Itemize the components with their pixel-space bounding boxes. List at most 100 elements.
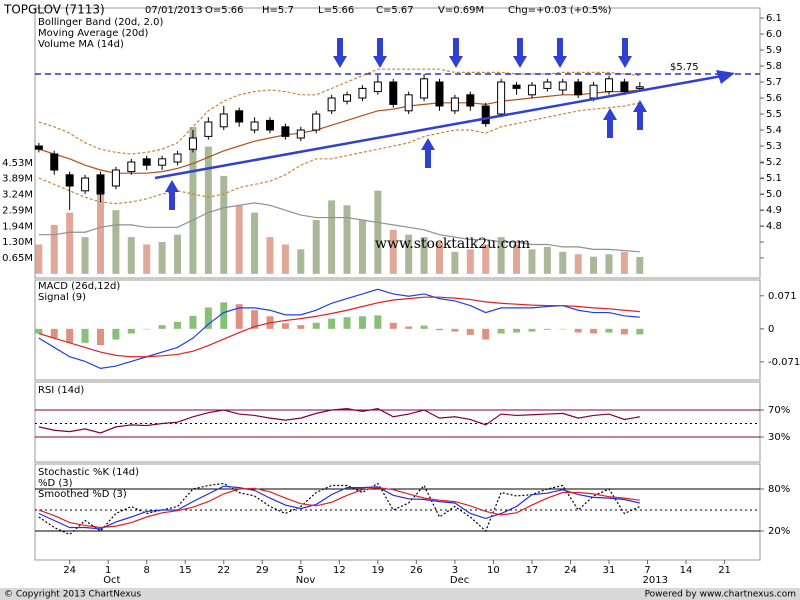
y-tick-label: 1.94M (2, 221, 33, 232)
x-tick-label: 29 (256, 565, 269, 576)
x-tick-label: 5 (298, 565, 304, 576)
histogram-bar (590, 328, 598, 334)
histogram-bar (328, 318, 336, 329)
volume-bar (127, 237, 135, 274)
arrow-shaft (517, 38, 523, 56)
volume-bar (620, 251, 628, 274)
y-tick-label: 6.0 (766, 29, 782, 40)
volume-bar (405, 234, 413, 274)
arrow-shaft (622, 38, 628, 56)
volume-bar (451, 251, 459, 274)
candle-body (527, 84, 536, 96)
line (38, 486, 640, 529)
y-tick-label: 70% (768, 405, 790, 416)
histogram-bar (81, 328, 89, 343)
y-tick-label: 1.30M (2, 237, 33, 248)
candle-body (312, 113, 321, 131)
month-label: Dec (450, 575, 469, 586)
arrow-shaft (337, 38, 343, 56)
arrow-shaft (637, 112, 643, 130)
y-tick-label: 0.65M (2, 253, 33, 264)
volume-bar (81, 237, 89, 274)
copyright: © Copyright 2013 ChartNexus (4, 590, 141, 600)
y-tick-label: 5.3 (766, 141, 782, 152)
quote: O=5.66 (205, 5, 244, 16)
quote: Chg=+0.03 (+0.5%) (508, 5, 612, 16)
quote: L=5.66 (318, 5, 354, 16)
line (38, 408, 640, 434)
histogram-bar (374, 315, 382, 329)
candle-body (604, 78, 613, 93)
quote: C=5.67 (376, 5, 414, 16)
histogram-bar (281, 323, 289, 329)
volume-bar (374, 190, 382, 274)
candle-body (481, 105, 490, 125)
x-tick-label: 24 (564, 565, 577, 576)
arrow-head (165, 180, 179, 192)
y-tick-label: 5.6 (766, 93, 782, 104)
candle-body (558, 81, 567, 91)
y-tick-label: 3.24M (2, 190, 33, 201)
arrow-head (333, 56, 347, 68)
arrow-shaft (169, 192, 175, 210)
arrow-shaft (557, 38, 563, 56)
candle-body (50, 153, 59, 171)
histogram-bar (559, 328, 567, 330)
line (38, 485, 640, 530)
legend-entry: %D (3) (38, 478, 73, 489)
histogram-bar (497, 328, 505, 334)
y-tick-label: 4.8 (766, 221, 782, 232)
volume-bar (143, 244, 151, 274)
volume-bar (636, 256, 644, 274)
histogram-bar (297, 325, 305, 329)
y-tick-label: 5.5 (766, 109, 782, 120)
legend-entry: MACD (26d,12d) (38, 281, 120, 292)
candle-body (404, 94, 413, 112)
legend-entry: Bollinger Band (20d, 2.0) (38, 17, 164, 28)
y-tick-label: 5.4 (766, 125, 782, 136)
legend-entry: Moving Average (20d) (38, 28, 149, 39)
histogram-bar (451, 328, 459, 332)
histogram-bar (143, 328, 151, 330)
macd-panel (34, 279, 761, 381)
candle-body (512, 84, 521, 89)
volume-bar (389, 229, 397, 274)
volume-ma (38, 202, 640, 253)
y-tick-label: 4.53M (2, 158, 33, 169)
volume-bar (343, 205, 351, 274)
histogram-bar (528, 328, 536, 332)
x-tick-label: 31 (603, 565, 616, 576)
volume-bar (174, 234, 182, 274)
histogram-bar (466, 328, 474, 335)
candle-body (420, 78, 429, 99)
x-tick-label: 12 (333, 565, 346, 576)
candle-body (343, 94, 352, 102)
volume-bar (513, 244, 521, 274)
month-label: Oct (103, 575, 120, 586)
y-tick-label: 0 (768, 324, 774, 335)
histogram-bar (112, 328, 120, 340)
y-tick-label: 5.1 (766, 173, 782, 184)
footer-bar (0, 588, 800, 600)
histogram-bar (636, 328, 644, 335)
indicator-line (38, 89, 640, 174)
volume-bar (158, 242, 166, 274)
volume-bar (482, 244, 490, 274)
volume-bar (66, 212, 74, 274)
arrow-head (513, 56, 527, 68)
volume-bar (235, 205, 243, 274)
candle-body (327, 97, 336, 112)
volume-bar (543, 246, 551, 274)
volume-bar (220, 175, 228, 274)
rsi-panel (34, 381, 761, 463)
y-tick-label: 2.59M (2, 205, 33, 216)
quote: V=0.69M (438, 5, 484, 16)
legend-entry: Smoothed %D (3) (38, 489, 127, 500)
price-panel (34, 7, 761, 279)
quote: H=5.7 (262, 5, 294, 16)
volume-bar (251, 212, 259, 274)
histogram-bar (312, 322, 320, 329)
trend-arrowhead (716, 70, 735, 84)
histogram-bar (343, 317, 351, 329)
histogram-bar (235, 304, 243, 329)
